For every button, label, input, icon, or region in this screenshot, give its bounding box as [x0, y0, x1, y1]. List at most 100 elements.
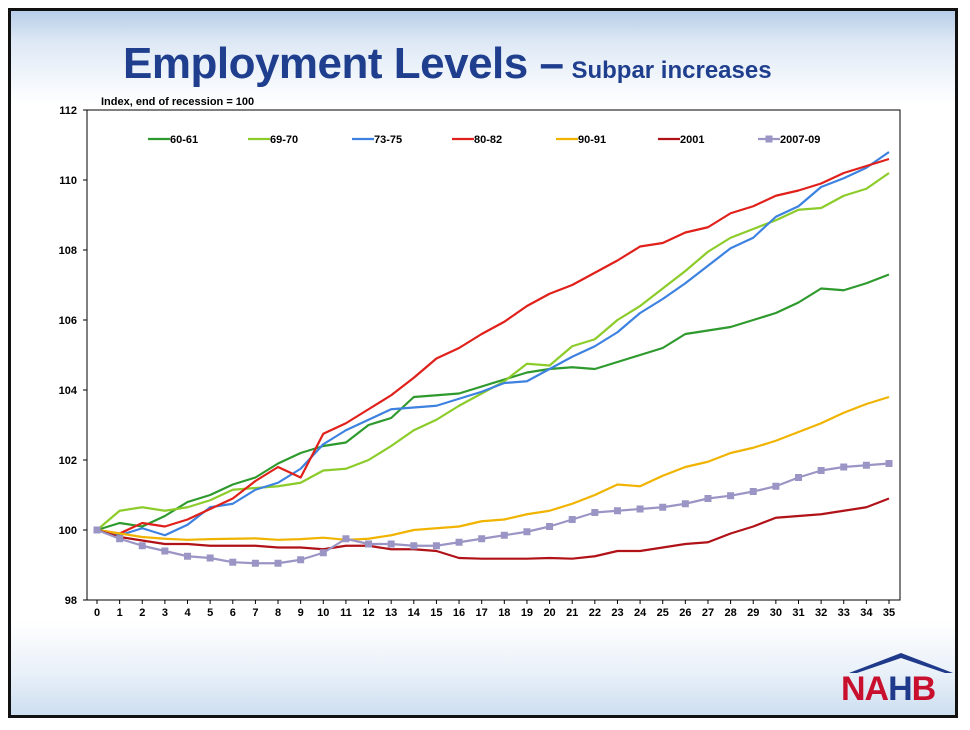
- x-tick-label: 5: [207, 607, 213, 619]
- data-point-2007-09: [229, 558, 237, 566]
- data-point-2007-09: [568, 516, 576, 523]
- x-tick-label: 17: [476, 607, 488, 619]
- x-tick-label: 14: [408, 607, 421, 619]
- roof-icon: [849, 653, 953, 673]
- series-line-2001: [96, 497, 890, 560]
- data-point-2007-09: [840, 463, 848, 471]
- x-tick-label: 1: [117, 607, 123, 619]
- title-subtitle: Subpar increases: [571, 57, 772, 84]
- x-tick-label: 19: [521, 607, 533, 619]
- logo-text-b: B: [911, 670, 937, 708]
- y-tick-label: 98: [65, 595, 77, 607]
- data-point-2007-09: [523, 528, 531, 536]
- x-tick-label: 12: [362, 607, 374, 619]
- x-tick-label: 23: [611, 607, 623, 619]
- x-tick-label: 25: [657, 607, 669, 619]
- y-tick-label: 106: [59, 315, 77, 327]
- y-tick-label: 104: [59, 385, 78, 397]
- legend-label-90-91: 90-91: [578, 134, 606, 146]
- data-point-2007-09: [432, 542, 440, 550]
- x-tick-label: 27: [702, 607, 714, 619]
- series-line-60-61: [96, 273, 890, 532]
- series-line-69-70: [96, 172, 890, 531]
- x-tick-label: 31: [792, 607, 804, 619]
- data-point-2007-09: [681, 500, 689, 508]
- x-tick-label: 3: [162, 607, 168, 619]
- legend-label-73-75: 73-75: [374, 134, 402, 146]
- nahb-logo: NAHB: [841, 651, 955, 711]
- data-point-2007-09: [387, 540, 395, 548]
- data-point-2007-09: [297, 556, 305, 564]
- x-tick-label: 26: [679, 607, 691, 619]
- data-point-2007-09: [704, 495, 712, 502]
- data-point-2007-09: [342, 535, 350, 543]
- chart-legend: 60-61 69-70 73-75 80-82 90-91 2001 2007-09: [148, 134, 820, 146]
- y-tick-label: 112: [59, 105, 77, 117]
- data-point-2007-09: [116, 535, 124, 543]
- title-main: Employment Levels –: [123, 39, 564, 88]
- data-point-2007-09: [636, 505, 644, 513]
- logo-text-h: H: [888, 670, 913, 708]
- legend-label-2007-09: 2007-09: [780, 134, 820, 146]
- series-line-73-75: [96, 151, 890, 537]
- x-tick-label: 8: [275, 607, 281, 619]
- data-point-2007-09: [455, 538, 463, 546]
- data-point-2007-09: [500, 531, 508, 539]
- data-point-2007-09: [410, 542, 418, 550]
- data-point-2007-09: [161, 547, 169, 555]
- x-tick-label: 15: [430, 607, 442, 619]
- y-axis-caption: Index, end of recession = 100: [101, 96, 255, 108]
- logo-wordmark: NAHB: [841, 669, 937, 709]
- x-tick-label: 29: [747, 607, 759, 619]
- data-point-2007-09: [862, 461, 870, 469]
- plot-area-border: [86, 109, 901, 601]
- x-tick-label: 6: [230, 607, 236, 619]
- y-tick-label: 110: [59, 175, 77, 187]
- data-point-2007-09: [319, 549, 327, 557]
- data-point-2007-09: [727, 492, 735, 500]
- series-line-80-82: [96, 157, 890, 535]
- data-point-2007-09: [365, 540, 373, 548]
- x-tick-label: 35: [883, 607, 895, 619]
- series-line-2007-09: [96, 462, 890, 565]
- x-tick-label: 32: [815, 607, 827, 619]
- data-point-2007-09: [251, 559, 259, 567]
- x-tick-label: 34: [860, 607, 873, 619]
- data-point-2007-09: [749, 488, 757, 495]
- data-point-2007-09: [184, 552, 192, 560]
- data-point-2007-09: [772, 482, 780, 490]
- x-tick-label: 4: [184, 607, 191, 619]
- x-tick-label: 10: [317, 607, 329, 619]
- x-tick-label: 30: [770, 607, 782, 619]
- x-tick-label: 24: [634, 607, 647, 619]
- data-point-2007-09: [138, 542, 146, 550]
- data-point-2007-09: [274, 559, 282, 567]
- data-point-2007-09: [885, 460, 893, 467]
- data-point-2007-09: [659, 503, 667, 511]
- legend-label-80-82: 80-82: [474, 134, 502, 146]
- x-tick-label: 21: [566, 607, 578, 619]
- x-tick-label: 22: [589, 607, 601, 619]
- logo-text-na: NA: [841, 670, 889, 708]
- data-point-2007-09: [206, 554, 214, 562]
- data-point-2007-09: [794, 474, 802, 481]
- slide-title: Employment Levels – Subpar increases: [123, 39, 772, 89]
- data-point-2007-09: [478, 535, 486, 543]
- y-tick-label: 108: [59, 245, 77, 257]
- x-tick-label: 18: [498, 607, 510, 619]
- legend-marker-2007-09: [765, 135, 773, 143]
- legend-label-2001: 2001: [680, 134, 704, 146]
- x-tick-label: 13: [385, 607, 397, 619]
- x-tick-label: 16: [453, 607, 465, 619]
- chart-series: [93, 151, 893, 567]
- x-tick-label: 2: [139, 607, 145, 619]
- legend-label-69-70: 69-70: [270, 134, 298, 146]
- x-tick-label: 7: [252, 607, 258, 619]
- data-point-2007-09: [613, 507, 621, 515]
- legend-label-60-61: 60-61: [170, 134, 198, 146]
- data-point-2007-09: [93, 526, 101, 534]
- x-tick-label: 33: [838, 607, 850, 619]
- data-point-2007-09: [817, 467, 825, 474]
